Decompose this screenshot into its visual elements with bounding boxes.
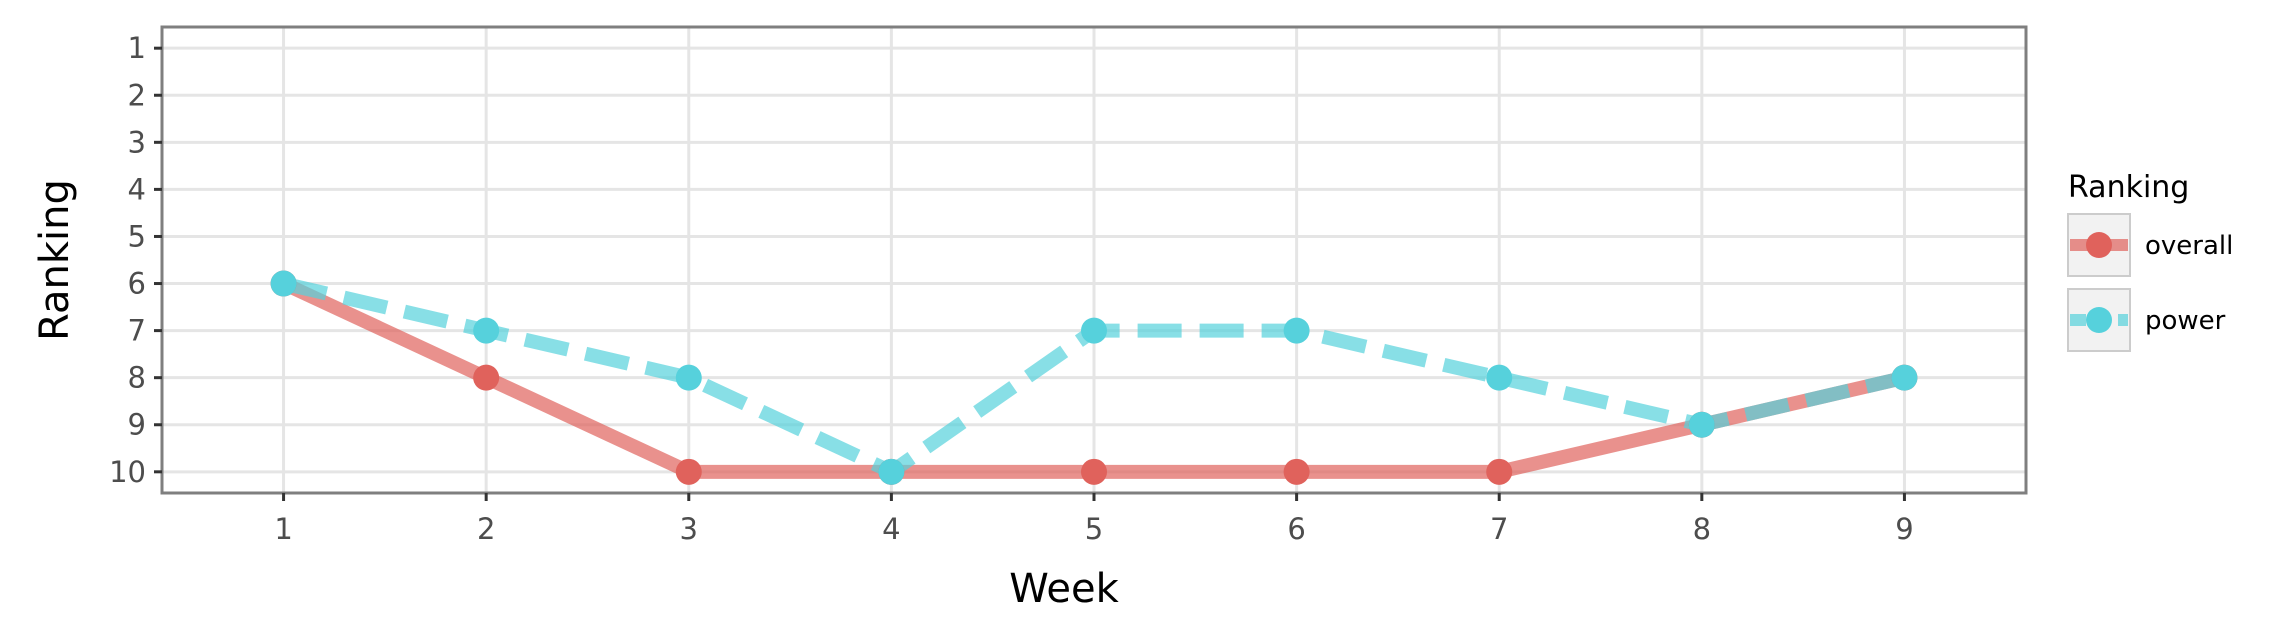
x-tick-label: 2 (477, 512, 495, 546)
y-tick-label: 10 (109, 455, 146, 489)
data-point-power (1081, 317, 1107, 344)
data-point-power (1891, 364, 1918, 391)
y-tick-label: 8 (128, 361, 146, 395)
legend: Ranking overall power (2067, 170, 2233, 352)
data-point-power (1486, 364, 1513, 391)
legend-items: overall power (2067, 213, 2233, 352)
data-point-power (1283, 317, 1310, 344)
data-point-overall (1283, 458, 1310, 485)
x-tick-label: 7 (1490, 512, 1508, 546)
data-point-power (1688, 411, 1715, 438)
legend-key-point-power (2086, 307, 2112, 333)
x-tick-label: 1 (274, 512, 292, 546)
x-tick-label: 8 (1693, 512, 1711, 546)
y-tick-label: 5 (128, 219, 146, 253)
data-point-power (675, 364, 702, 391)
y-tick-label: 7 (128, 314, 146, 348)
data-point-power (270, 270, 297, 297)
x-axis-title: Week (1009, 566, 1119, 612)
x-tick-label: 9 (1895, 512, 1913, 546)
y-tick-label: 4 (128, 172, 146, 206)
data-point-overall (473, 364, 500, 391)
legend-label-power: power (2145, 306, 2226, 336)
data-point-overall (1486, 458, 1513, 485)
y-axis-title: Ranking (32, 179, 78, 341)
y-tick-label: 6 (128, 267, 146, 301)
x-tick-label: 6 (1287, 512, 1305, 546)
y-tick-label: 9 (128, 408, 146, 442)
y-tick-label: 3 (128, 125, 146, 159)
data-point-power (878, 458, 905, 485)
legend-label-overall: overall (2145, 231, 2233, 261)
series-layer (270, 270, 1918, 485)
data-point-overall (675, 458, 702, 485)
y-tick-label: 1 (128, 31, 146, 65)
x-tick-label: 3 (680, 512, 698, 546)
axes: 1 2 3 4 5 6 7 8 9 10 1 2 3 4 5 6 7 8 9 (109, 31, 1914, 546)
x-tick-label: 5 (1085, 512, 1103, 546)
legend-title: Ranking (2068, 170, 2189, 205)
x-tick-label: 4 (882, 512, 900, 546)
y-tick-label: 2 (128, 78, 146, 112)
data-point-power (473, 317, 500, 344)
data-point-overall (1081, 458, 1107, 485)
legend-key-point-overall (2086, 232, 2112, 258)
